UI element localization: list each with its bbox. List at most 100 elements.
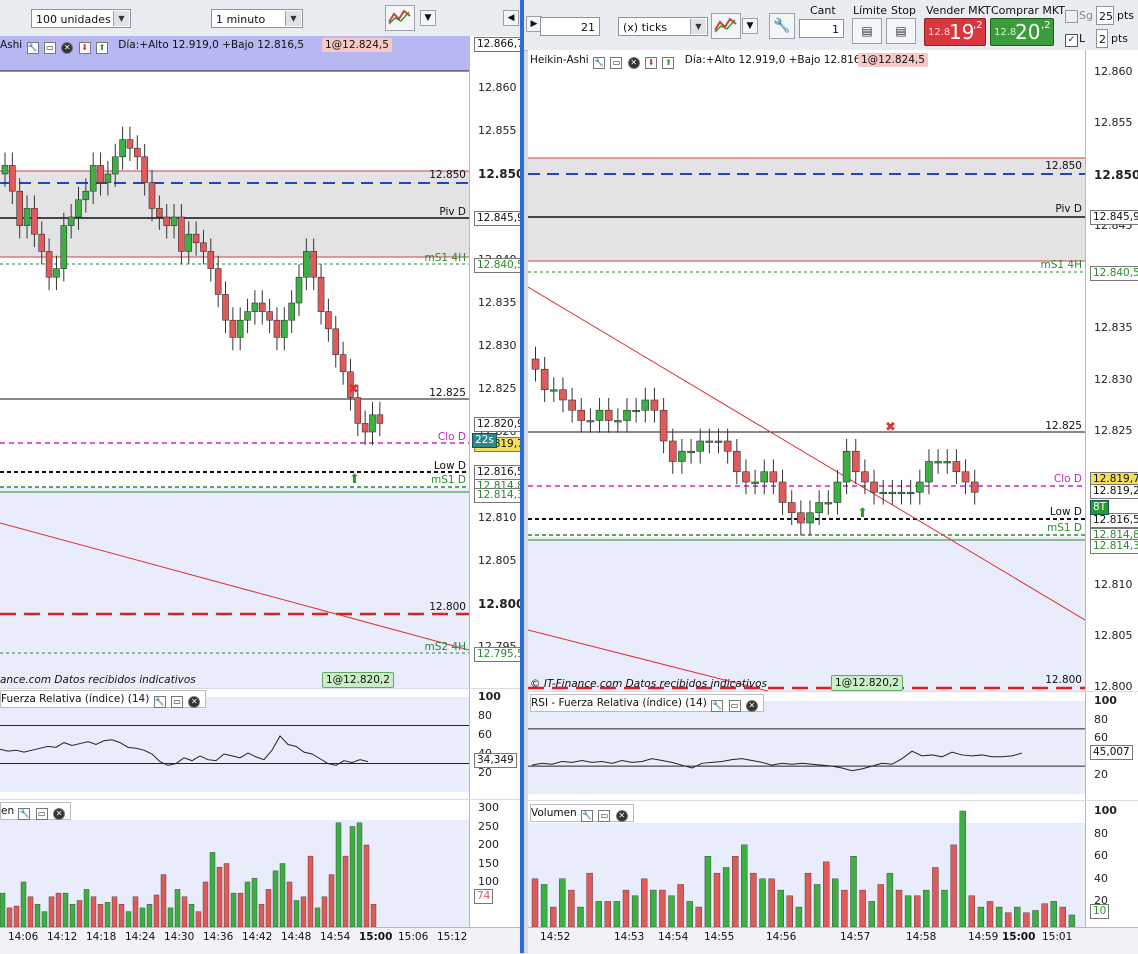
left-price-pane[interactable]: ✖⬆ 12.86512.86012.85512.85012.84512.8401… bbox=[0, 36, 520, 688]
chart-type-button[interactable] bbox=[711, 13, 741, 39]
left-rsi-pane[interactable]: 1008060402034,349 Fuerza Relativa (índic… bbox=[0, 689, 520, 799]
candle-body bbox=[369, 414, 376, 433]
wrench-icon[interactable]: 🔧 bbox=[153, 696, 166, 708]
left-toolbar-scroll[interactable]: ◀ bbox=[503, 10, 519, 26]
volume-bar bbox=[1032, 910, 1039, 927]
candle-body bbox=[347, 371, 354, 398]
left-time-axis[interactable]: 14:06 14:12 14:18 14:24 14:30 14:36 14:42 14:48… bbox=[0, 927, 520, 954]
window-icon[interactable]: ▭ bbox=[35, 808, 48, 820]
timeframe-select[interactable]: 1 minuto ▼ bbox=[211, 9, 303, 28]
rsi-tick: 60 bbox=[1094, 731, 1108, 745]
right-time-axis[interactable]: 14:52 14:53 14:54 14:55 14:56 14:57 14:58 14:59… bbox=[528, 927, 1138, 954]
wrench-button[interactable]: 🔧 bbox=[769, 13, 795, 39]
right-price-axis[interactable]: 12.86012.85512.85012.84512.84012.83512.8… bbox=[1085, 50, 1138, 691]
window-icon[interactable]: ▭ bbox=[43, 42, 56, 54]
left-volume-pane[interactable]: 3002502001501005074 en 🔧 ▭ ✕ bbox=[0, 800, 520, 927]
left-price-plot[interactable]: ✖⬆ bbox=[0, 36, 469, 688]
left-order-badge-bottom[interactable]: 1@12.820,2 bbox=[322, 672, 394, 688]
left-order-badge-top[interactable]: 1@12.824,5 bbox=[322, 38, 392, 52]
volume-bar bbox=[968, 895, 975, 927]
flag-down-icon[interactable]: ⬇ bbox=[78, 42, 91, 54]
wrench-icon[interactable]: 🔧 bbox=[711, 700, 724, 712]
left-volume-axis[interactable]: 3002502001501005074 bbox=[469, 800, 520, 927]
flag-up-icon[interactable]: ⬆ bbox=[662, 57, 675, 69]
time-tick: 14:56 bbox=[766, 931, 797, 943]
candle-body bbox=[970, 481, 979, 493]
wrench-icon[interactable]: 🔧 bbox=[26, 42, 39, 54]
candle-body bbox=[687, 450, 695, 454]
wrench-icon[interactable]: 🔧 bbox=[581, 810, 594, 822]
right-price-plot[interactable]: ✖⬆ bbox=[528, 50, 1085, 691]
chart-type-dropdown[interactable]: ▼ bbox=[420, 10, 436, 26]
sg-input[interactable]: 25 bbox=[1096, 6, 1114, 25]
right-volume-title: Volumen bbox=[531, 807, 577, 819]
sg-checkbox[interactable] bbox=[1065, 10, 1078, 23]
volume-bar bbox=[41, 911, 48, 927]
right-volume-axis[interactable]: 100 80 60 40 20 10 bbox=[1085, 801, 1138, 927]
label-ms1-d: mS1 D bbox=[431, 474, 466, 486]
right-volume-pane[interactable]: 100 80 60 40 20 10 Volumen 🔧 ▭ ✕ bbox=[528, 801, 1138, 927]
l-checkbox[interactable]: ✓ bbox=[1065, 34, 1078, 47]
close-icon[interactable]: ✕ bbox=[53, 808, 66, 820]
close-icon[interactable]: ✕ bbox=[615, 810, 628, 822]
wrench-icon[interactable]: 🔧 bbox=[18, 808, 31, 820]
price-tick: 12.825 bbox=[1094, 423, 1133, 437]
window-icon[interactable]: ▭ bbox=[171, 696, 183, 708]
volume-bar bbox=[146, 903, 153, 927]
volume-bar bbox=[90, 896, 97, 927]
time-tick: 14:55 bbox=[704, 931, 735, 943]
cant-input[interactable]: 1 bbox=[799, 19, 844, 38]
left-price-axis[interactable]: 12.86512.86012.85512.85012.84512.84012.8… bbox=[469, 36, 520, 688]
chart-type-button[interactable] bbox=[385, 5, 415, 31]
vol-value-tag: 74 bbox=[474, 889, 494, 905]
right-rsi-pane[interactable]: 1008060402045,007 RSI - Fuerza Relativa … bbox=[528, 692, 1138, 800]
volume-bar bbox=[677, 884, 684, 927]
candle-body bbox=[266, 311, 273, 321]
volume-bar bbox=[370, 903, 377, 927]
close-icon[interactable]: ✕ bbox=[61, 42, 74, 54]
entry-arrow-icon: ⬆ bbox=[857, 506, 868, 521]
time-tick: 14:59 bbox=[968, 931, 999, 943]
tick-count-input[interactable]: 21 bbox=[540, 17, 600, 36]
close-icon[interactable]: ✕ bbox=[627, 57, 640, 69]
right-rsi-axis[interactable]: 1008060402045,007 bbox=[1085, 692, 1138, 800]
rsi-bg bbox=[0, 697, 469, 792]
left-rsi-axis[interactable]: 1008060402034,349 bbox=[469, 689, 520, 799]
limit-order-button[interactable]: ▤ bbox=[852, 18, 882, 44]
rsi-tick: 100 bbox=[1094, 694, 1117, 707]
right-order-badge-bottom[interactable]: 1@12.820,2 bbox=[831, 675, 903, 691]
entry-arrow-icon: ⬆ bbox=[349, 472, 360, 487]
quantity-select[interactable]: 100 unidades ▼ bbox=[31, 9, 131, 28]
right-order-badge-top[interactable]: 1@12.824,5 bbox=[858, 53, 928, 67]
stop-order-button[interactable]: ▤ bbox=[886, 18, 916, 44]
volume-bar bbox=[877, 884, 884, 927]
volume-bar bbox=[272, 870, 279, 927]
tick-unit-select[interactable]: (x) ticks ▼ bbox=[618, 17, 708, 36]
candle-body bbox=[192, 233, 200, 244]
close-icon[interactable]: ✕ bbox=[188, 696, 201, 708]
candle-body bbox=[678, 450, 686, 462]
candle-body bbox=[141, 156, 148, 183]
right-price-pane[interactable]: ✖⬆ 12.86012.85512.85012.84512.84012.8351… bbox=[528, 50, 1138, 691]
l-input[interactable]: 2 bbox=[1096, 29, 1108, 48]
flag-down-icon[interactable]: ⬇ bbox=[645, 57, 658, 69]
candle-body bbox=[134, 147, 141, 158]
l-unit: pts bbox=[1111, 32, 1129, 45]
right-rsi-title: RSI - Fuerza Relativa (índice) (14) bbox=[531, 697, 707, 709]
window-icon[interactable]: ▭ bbox=[598, 810, 611, 822]
candle-body bbox=[104, 173, 112, 183]
window-icon[interactable]: ▭ bbox=[610, 57, 623, 69]
candle-body bbox=[67, 216, 75, 226]
wrench-icon[interactable]: 🔧 bbox=[593, 57, 606, 69]
close-icon[interactable]: ✕ bbox=[745, 700, 758, 712]
volume-bar bbox=[986, 901, 994, 927]
chart-type-dropdown[interactable]: ▼ bbox=[742, 18, 758, 34]
window-icon[interactable]: ▭ bbox=[728, 700, 741, 712]
window-divider[interactable] bbox=[520, 0, 524, 953]
candle-body bbox=[705, 440, 714, 443]
flag-up-icon[interactable]: ⬆ bbox=[95, 42, 108, 54]
sell-market-button[interactable]: 12.8 19 ,2 bbox=[924, 18, 986, 46]
buy-market-button[interactable]: 12.8 20 ,2 bbox=[990, 18, 1054, 46]
candle-body bbox=[163, 216, 170, 226]
volume-bar bbox=[550, 906, 557, 927]
